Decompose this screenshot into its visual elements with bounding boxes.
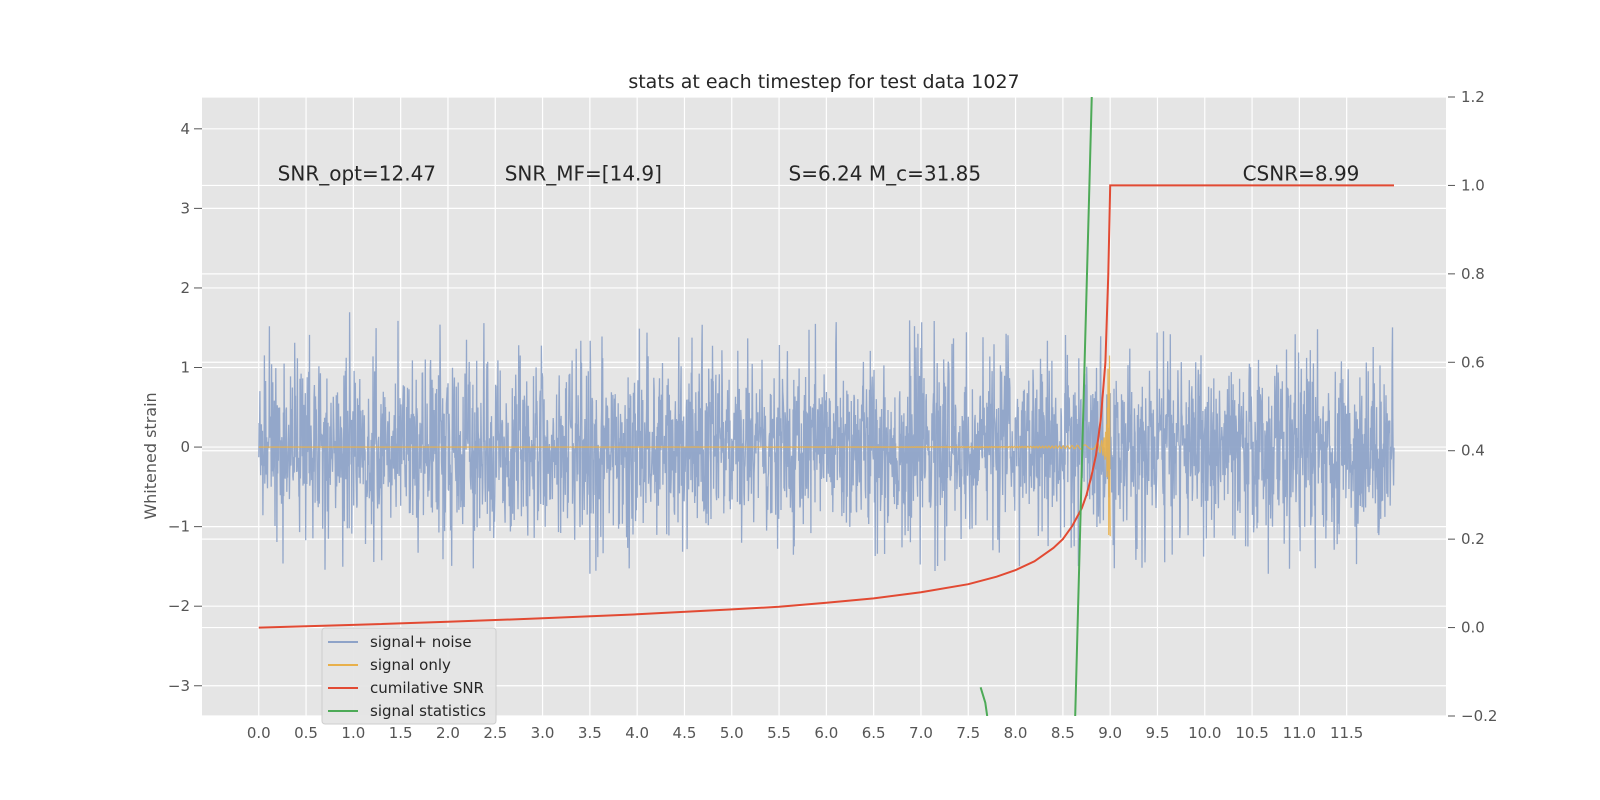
x-tick-label: 2.0 <box>436 724 460 742</box>
annotation-text: SNR_MF=[14.9] <box>505 162 662 186</box>
x-tick-label: 5.5 <box>767 724 791 742</box>
y2-tick-label: 1.0 <box>1461 176 1485 194</box>
legend-label: signal only <box>370 656 451 674</box>
chart-title: stats at each timestep for test data 102… <box>628 71 1019 93</box>
y2-tick-label: 0.8 <box>1461 265 1485 283</box>
legend-label: signal+ noise <box>370 633 472 651</box>
x-tick-label: 4.0 <box>625 724 649 742</box>
y-tick-label: 0 <box>180 438 190 456</box>
series-signal-statistics <box>979 687 989 716</box>
x-tick-label: 11.5 <box>1330 724 1363 742</box>
legend: signal+ noise signal only cumilative SNR si… <box>321 627 497 725</box>
x-tick-label: 7.5 <box>956 724 980 742</box>
x-tick-label: 11.0 <box>1283 724 1316 742</box>
x-tick-label: 2.5 <box>483 724 507 742</box>
x-tick-label: 8.0 <box>1004 724 1028 742</box>
x-tick-label: 8.5 <box>1051 724 1075 742</box>
series-signal-noise <box>258 312 1395 574</box>
y2-tick-label: 0.4 <box>1461 442 1485 460</box>
annotations: SNR_opt=12.47 SNR_MF=[14.9] S=6.24 M_c=31.… <box>278 162 1360 186</box>
x-tick-label: 7.0 <box>909 724 933 742</box>
y-axis-left: 4 3 2 1 0 −1 −2 −3 <box>168 120 202 695</box>
y-tick-label: −2 <box>168 597 190 615</box>
x-tick-label: 10.5 <box>1235 724 1268 742</box>
grid <box>202 96 1446 717</box>
x-axis: 0.0 0.5 1.0 1.5 2.0 2.5 3.0 3.5 4.0 4.5 5.0 5.5 6.0 6… <box>247 724 1364 742</box>
x-tick-label: 10.0 <box>1188 724 1221 742</box>
x-tick-label: 1.5 <box>389 724 413 742</box>
y-tick-label: 4 <box>180 120 190 138</box>
y2-tick-label: 0.0 <box>1461 619 1485 637</box>
y2-tick-label: 1.2 <box>1461 88 1485 106</box>
x-tick-label: 9.5 <box>1146 724 1170 742</box>
x-tick-label: 3.5 <box>578 724 602 742</box>
y-tick-label: −1 <box>168 518 190 536</box>
y-tick-label: −3 <box>168 677 190 695</box>
annotation-text: S=6.24 M_c=31.85 <box>789 162 982 186</box>
y2-tick-label: −0.2 <box>1461 707 1497 725</box>
x-tick-label: 0.0 <box>247 724 271 742</box>
series-signal-statistics <box>1074 97 1093 716</box>
x-tick-label: 1.0 <box>341 724 365 742</box>
legend-label: signal statistics <box>370 702 486 720</box>
x-tick-label: 3.0 <box>531 724 555 742</box>
y2-tick-label: 0.2 <box>1461 530 1485 548</box>
x-tick-label: 5.0 <box>720 724 744 742</box>
y-tick-label: 1 <box>180 359 190 377</box>
x-tick-label: 6.5 <box>862 724 886 742</box>
x-tick-label: 0.5 <box>294 724 318 742</box>
legend-box <box>321 627 497 725</box>
series-cumulative-snr <box>258 184 1394 629</box>
x-tick-label: 9.0 <box>1098 724 1122 742</box>
annotation-text: CSNR=8.99 <box>1243 162 1360 186</box>
y-axis-right: 1.2 1.0 0.8 0.6 0.4 0.2 0.0 −0.2 <box>1448 88 1497 725</box>
y-tick-label: 2 <box>180 279 190 297</box>
series-signal-only <box>258 355 1111 537</box>
x-tick-label: 4.5 <box>673 724 697 742</box>
series-layer <box>258 97 1395 716</box>
legend-label: cumilative SNR <box>370 679 484 697</box>
y-tick-label: 3 <box>180 199 190 217</box>
y2-tick-label: 0.6 <box>1461 353 1485 371</box>
y-axis-label: Whitened strain <box>141 392 160 519</box>
annotation-text: SNR_opt=12.47 <box>278 162 436 186</box>
x-tick-label: 6.0 <box>814 724 838 742</box>
